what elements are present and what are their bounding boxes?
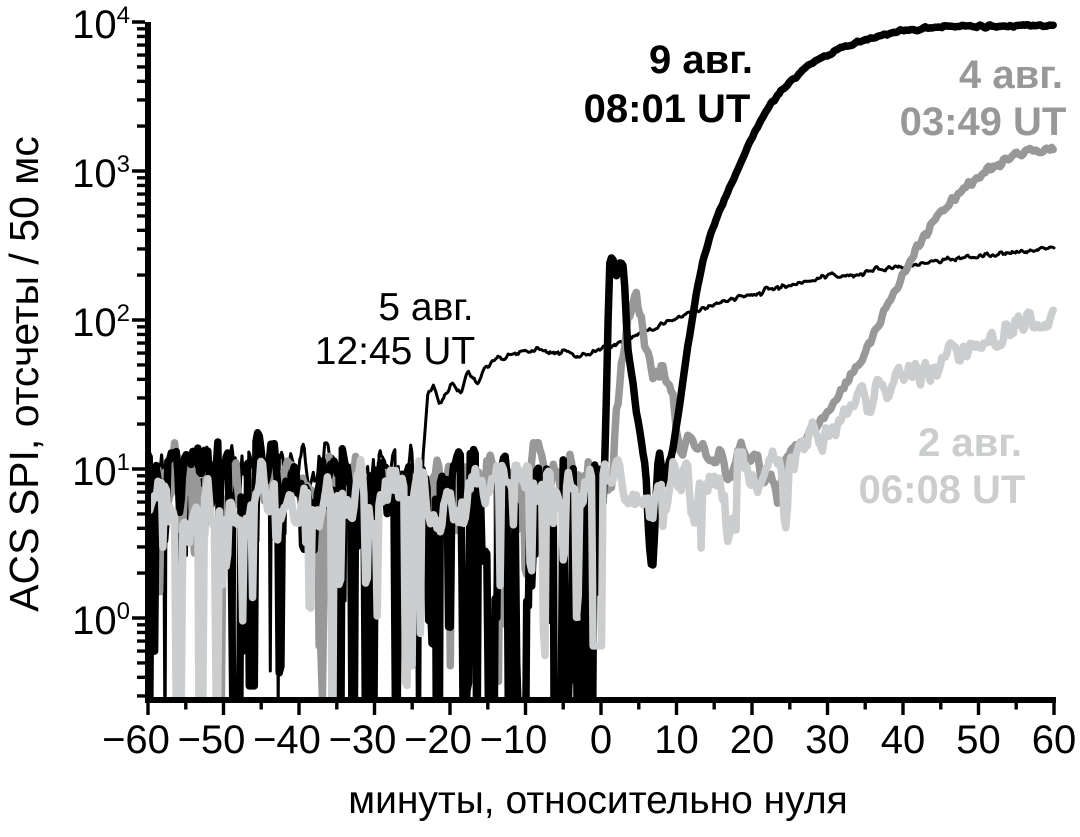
svg-text:50: 50 <box>956 718 1001 762</box>
svg-text:−10: −10 <box>480 718 548 762</box>
svg-text:ACS SPI, отсчеты / 50 мс: ACS SPI, отсчеты / 50 мс <box>1 136 47 612</box>
svg-text:−50: −50 <box>178 718 246 762</box>
svg-text:12:45 UT: 12:45 UT <box>315 330 475 373</box>
svg-text:08:01 UT: 08:01 UT <box>584 87 751 131</box>
svg-text:03:49 UT: 03:49 UT <box>900 100 1067 144</box>
svg-text:−40: −40 <box>253 718 321 762</box>
svg-text:40: 40 <box>881 718 926 762</box>
svg-text:30: 30 <box>805 718 850 762</box>
svg-text:06:08 UT: 06:08 UT <box>859 468 1026 512</box>
svg-text:10: 10 <box>654 718 699 762</box>
svg-text:4 авг.: 4 авг. <box>959 53 1063 97</box>
svg-text:20: 20 <box>730 718 775 762</box>
svg-text:9 авг.: 9 авг. <box>649 38 753 82</box>
svg-text:0: 0 <box>590 718 612 762</box>
svg-text:−20: −20 <box>404 718 472 762</box>
svg-text:2 авг.: 2 авг. <box>918 421 1022 465</box>
svg-text:5 авг.: 5 авг. <box>378 286 473 329</box>
svg-text:−60: −60 <box>102 718 170 762</box>
svg-text:−30: −30 <box>329 718 397 762</box>
svg-text:60: 60 <box>1032 718 1077 762</box>
svg-text:минуты, относительно нуля: минуты, относительно нуля <box>348 779 847 822</box>
